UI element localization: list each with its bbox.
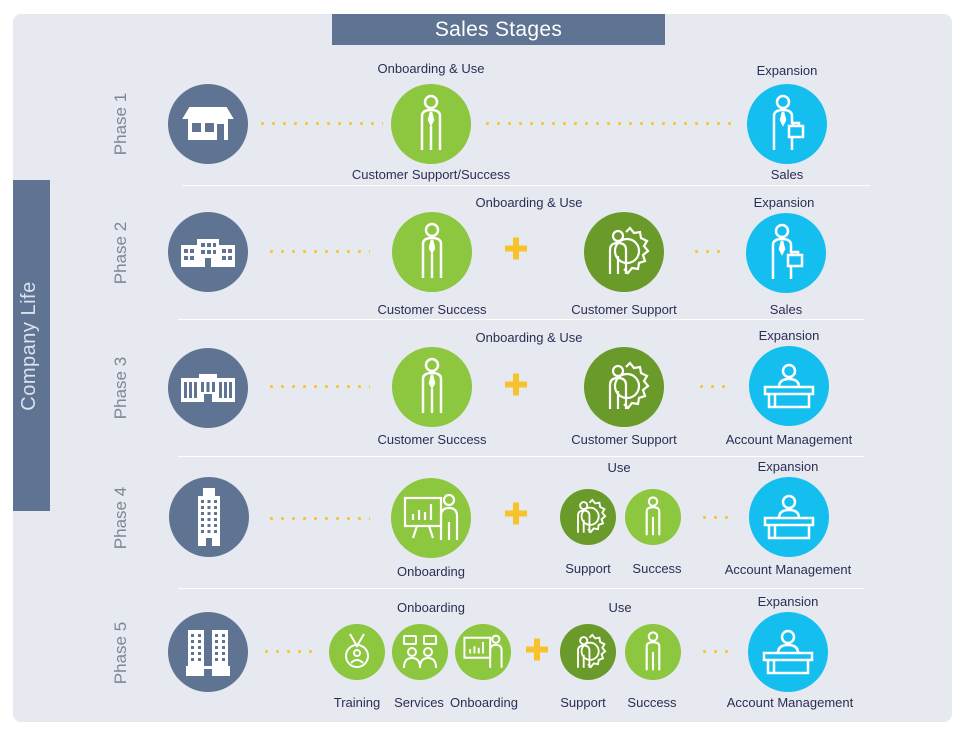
office-building-icon	[168, 212, 248, 292]
dotted-connector	[266, 517, 370, 520]
phase-5-success-label: Success	[627, 695, 677, 710]
phase-3-customer-support-label: Customer Support	[571, 432, 677, 447]
phase-5-account-management-label: Account Management	[726, 695, 854, 710]
phase-5-onboarding-label: Onboarding	[450, 695, 518, 710]
person-icon	[625, 624, 681, 680]
account-manager-desk-icon	[749, 346, 829, 426]
phase-2-onboarding-use-label: Onboarding & Use	[475, 195, 583, 210]
presentation-board-icon	[455, 624, 511, 680]
dotted-connector	[691, 250, 723, 253]
phase-4-success-label: Success	[632, 561, 682, 576]
phase-1-sales-label: Sales	[770, 167, 804, 182]
skyscraper-icon	[169, 477, 249, 557]
row-separator	[178, 319, 864, 320]
phase-3-account-management-label: Account Management	[725, 432, 853, 447]
phase-4-label: Phase 4	[111, 486, 130, 550]
small-store-icon	[168, 84, 248, 164]
phase-5-expansion-label: Expansion	[757, 594, 819, 609]
phase-1-onboarding-use-label: Onboarding & Use	[377, 61, 485, 76]
training-medal-icon	[329, 624, 385, 680]
diagram-title: Sales Stages	[332, 14, 665, 45]
phase-3-expansion-label: Expansion	[758, 328, 820, 343]
person-icon	[625, 489, 681, 545]
phase-4-account-management-label: Account Management	[724, 562, 852, 577]
dotted-connector	[266, 250, 370, 253]
phase-2-label: Phase 2	[111, 221, 130, 285]
support-gear-icon	[584, 212, 664, 292]
dotted-connector	[696, 385, 728, 388]
support-gear-icon	[560, 489, 616, 545]
support-gear-icon	[560, 624, 616, 680]
account-manager-desk-icon	[748, 612, 828, 692]
dotted-connector	[482, 122, 732, 125]
salesperson-icon	[747, 84, 827, 164]
plus-icon	[505, 237, 527, 265]
plus-icon	[526, 638, 548, 666]
presentation-board-icon	[391, 478, 471, 558]
phase-5-use-label: Use	[608, 600, 632, 615]
phase-5-support-label: Support	[560, 695, 606, 710]
phase-2-customer-support-label: Customer Support	[571, 302, 677, 317]
dotted-connector	[699, 650, 731, 653]
phase-1-expansion-label: Expansion	[756, 63, 818, 78]
person-icon	[392, 212, 472, 292]
plus-icon	[505, 373, 527, 401]
phase-1-support-success-label: Customer Support/Success	[351, 167, 511, 182]
company-life-label: Company Life	[18, 281, 40, 411]
dotted-connector	[266, 385, 370, 388]
phase-5-onboarding-group-label: Onboarding	[397, 600, 465, 615]
plus-icon	[505, 502, 527, 530]
phase-5-services-label: Services	[394, 695, 444, 710]
phase-2-customer-success-label: Customer Success	[377, 302, 487, 317]
phase-2-expansion-label: Expansion	[753, 195, 815, 210]
support-gear-icon	[584, 347, 664, 427]
person-icon	[392, 347, 472, 427]
phase-5-training-label: Training	[333, 695, 381, 710]
row-separator	[178, 456, 864, 457]
phase-4-use-label: Use	[607, 460, 631, 475]
row-separator	[182, 185, 870, 186]
phase-3-onboarding-use-label: Onboarding & Use	[475, 330, 583, 345]
person-icon	[391, 84, 471, 164]
phase-1-label: Phase 1	[111, 92, 130, 156]
dotted-connector	[699, 516, 731, 519]
phase-4-onboarding-label: Onboarding	[397, 564, 465, 579]
twin-towers-icon	[168, 612, 248, 692]
salesperson-icon	[746, 213, 826, 293]
phase-3-label: Phase 3	[111, 356, 130, 420]
dotted-connector	[257, 122, 383, 125]
corporate-building-icon	[168, 348, 248, 428]
phase-2-sales-label: Sales	[769, 302, 803, 317]
row-separator	[178, 588, 864, 589]
phase-4-expansion-label: Expansion	[757, 459, 819, 474]
dotted-connector	[261, 650, 315, 653]
phase-5-label: Phase 5	[111, 621, 130, 685]
company-life-bar: Company Life	[13, 180, 50, 511]
services-people-chat-icon	[392, 624, 448, 680]
phase-4-support-label: Support	[565, 561, 611, 576]
account-manager-desk-icon	[749, 477, 829, 557]
phase-3-customer-success-label: Customer Success	[377, 432, 487, 447]
